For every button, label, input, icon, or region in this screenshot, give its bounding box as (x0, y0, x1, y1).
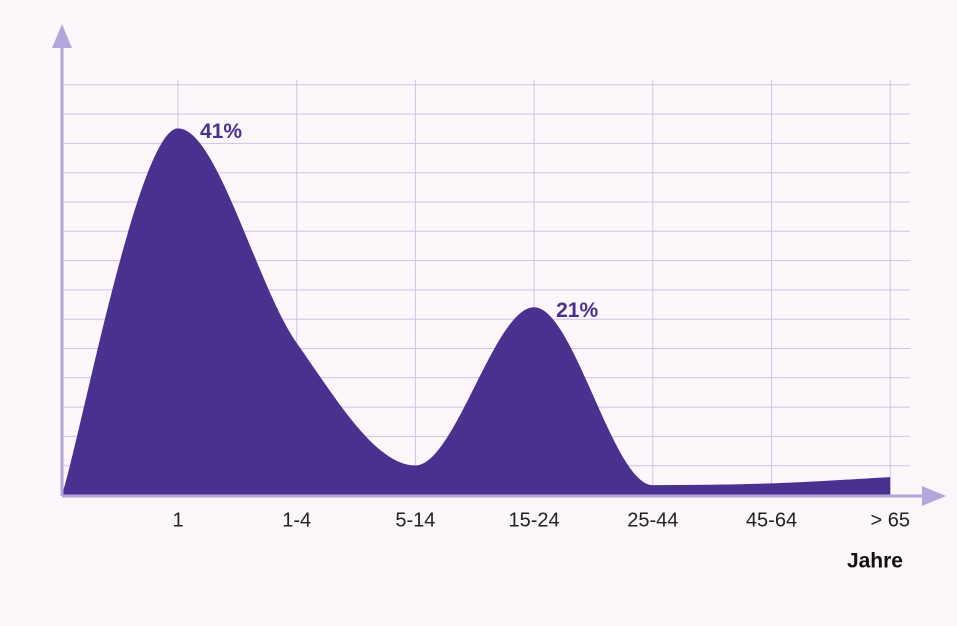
x-tick-label: 25-44 (627, 509, 678, 531)
y-axis-arrow (52, 24, 72, 48)
data-label: 21% (556, 299, 598, 322)
data-label: 41% (200, 120, 242, 143)
x-tick-label: 45-64 (746, 509, 797, 531)
x-tick-label: 1 (172, 509, 183, 531)
x-tick-label: > 65 (870, 509, 909, 531)
area (62, 128, 891, 495)
plot (62, 128, 891, 495)
x-tick-label: 1-4 (282, 509, 311, 531)
x-tick-label: 15-24 (509, 509, 560, 531)
x-axis-arrow (922, 486, 946, 506)
x-tick-label: 5-14 (395, 509, 435, 531)
x-axis-label: Jahre (847, 550, 903, 573)
